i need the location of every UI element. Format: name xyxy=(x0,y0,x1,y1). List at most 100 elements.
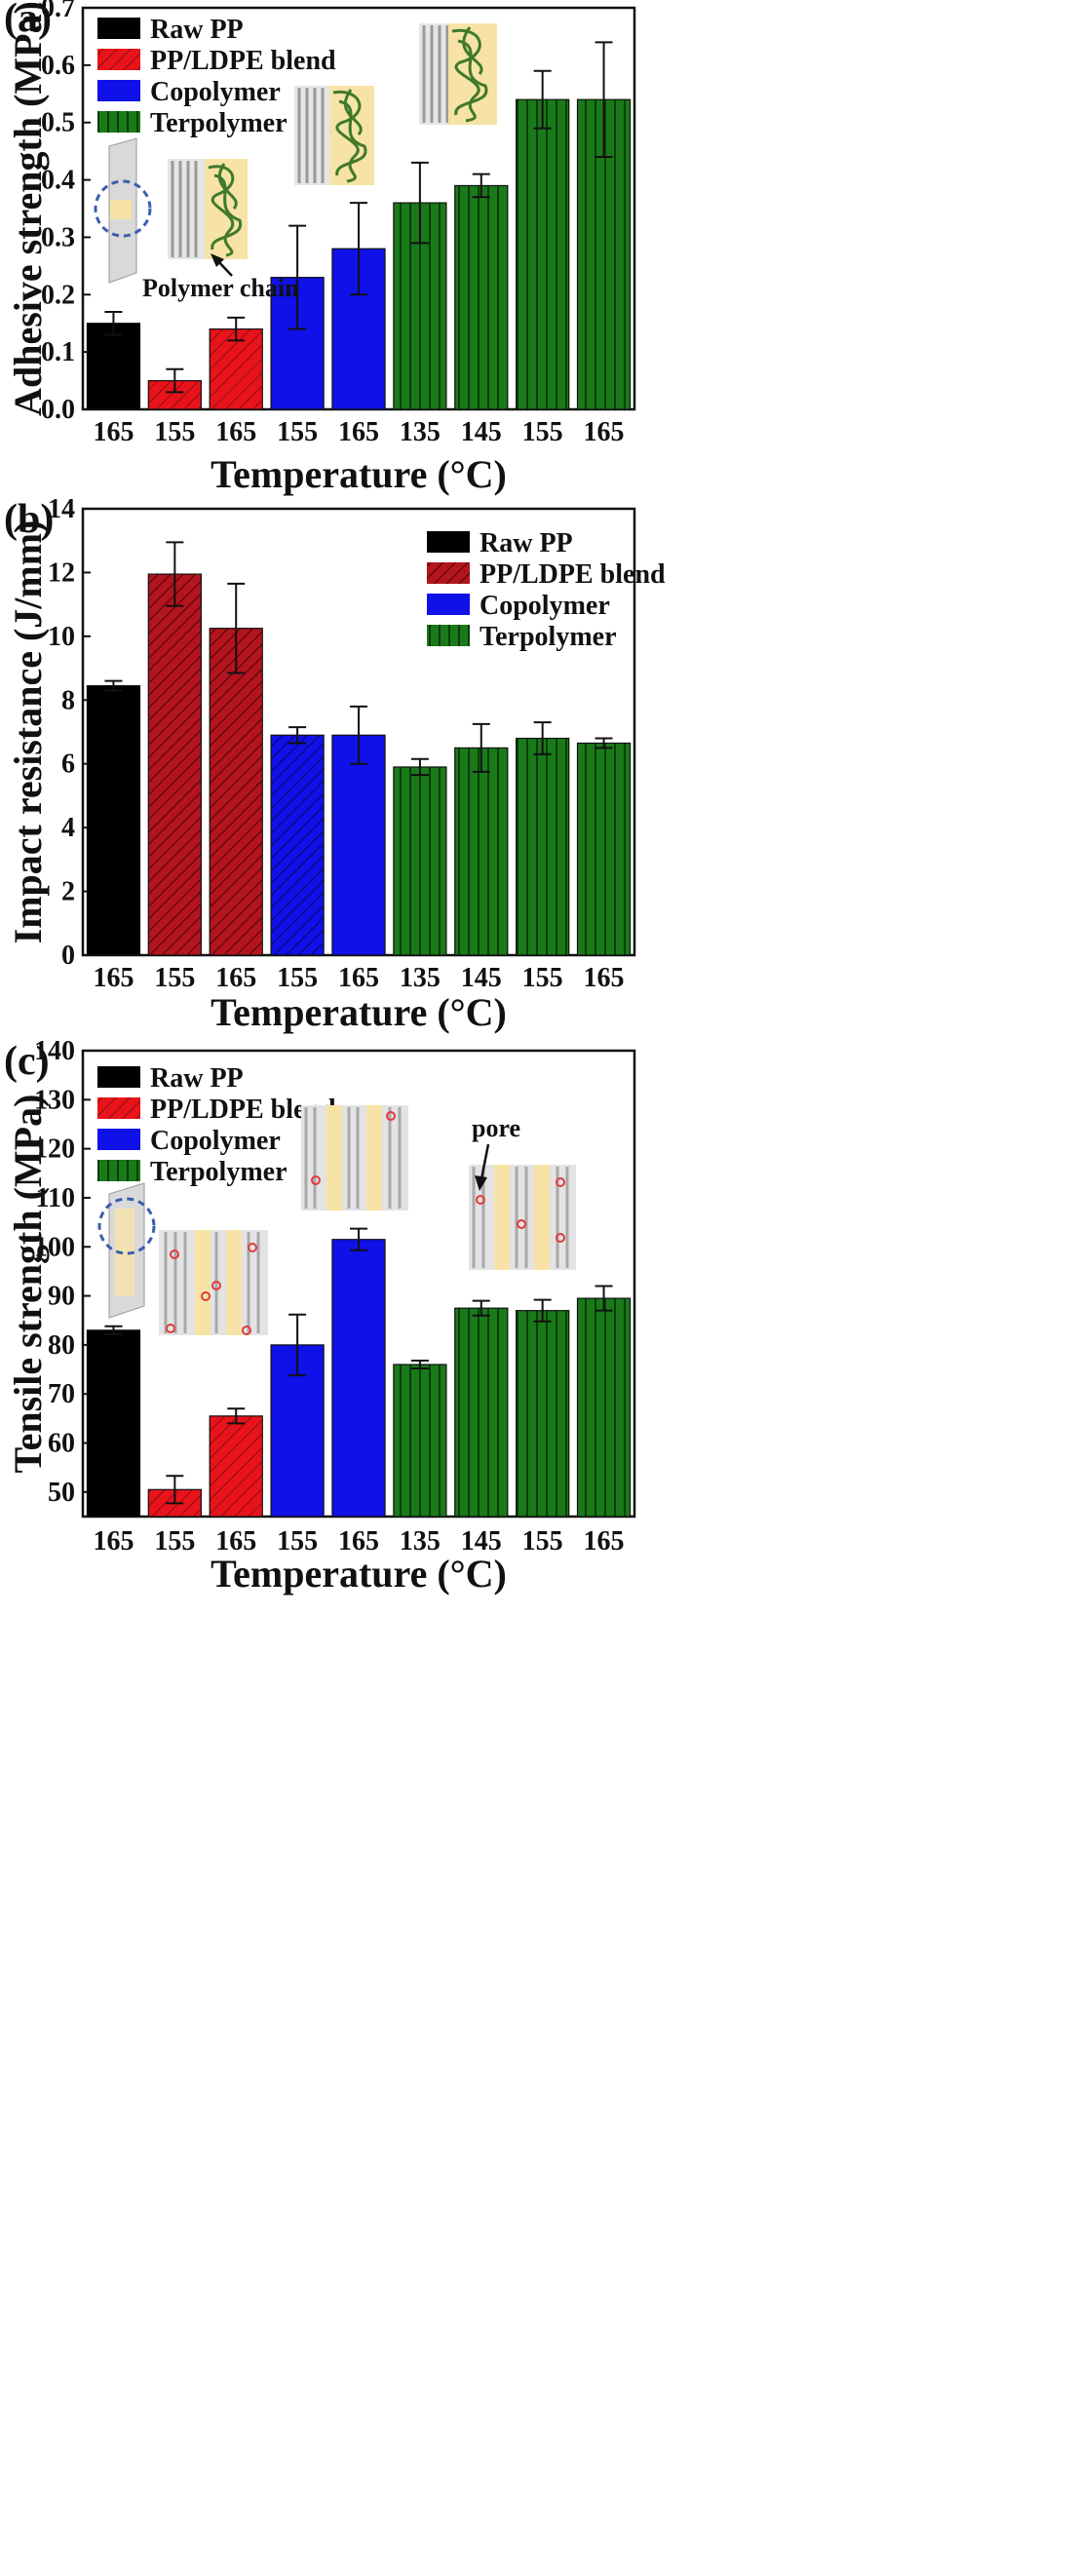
error-bar xyxy=(288,1313,307,1377)
error-bar xyxy=(533,69,552,130)
error-bar xyxy=(350,1227,367,1251)
x-tick-label: 155 xyxy=(522,417,563,447)
legend-swatch-terpolymer xyxy=(427,625,470,646)
x-tick-label: 165 xyxy=(584,963,625,993)
x-tick-label: 155 xyxy=(277,417,318,447)
inset-polymer-chain-1 xyxy=(168,159,248,259)
error-bar xyxy=(166,541,184,607)
x-tick-label: 155 xyxy=(154,417,195,447)
panel-a-legend: Raw PP PP/LDPE blend Copolymer Terpolyme… xyxy=(97,15,336,138)
bar-terpolymer xyxy=(576,742,632,956)
pore-icon xyxy=(242,1326,251,1335)
error-bar xyxy=(595,737,613,750)
bar-terpolymer xyxy=(454,1307,509,1518)
error-bar xyxy=(472,173,490,199)
legend-label-raw: Raw PP xyxy=(150,15,244,45)
pore-arrow-icon xyxy=(475,1143,490,1191)
panel-c-bars xyxy=(86,1227,632,1518)
panel-b-legend: Raw PP PP/LDPE blend Copolymer Terpolyme… xyxy=(427,528,666,652)
inset-pores-3 xyxy=(469,1165,576,1270)
legend-label-terpolymer: Terpolymer xyxy=(150,108,288,138)
error-bar xyxy=(410,1359,429,1370)
error-bar xyxy=(472,1299,490,1317)
x-tick-label: 135 xyxy=(400,417,441,447)
pore-icon xyxy=(556,1233,565,1243)
error-bar xyxy=(595,1285,613,1312)
legend-label-terpolymer: Terpolymer xyxy=(150,1157,288,1187)
bar-blend xyxy=(147,573,202,956)
bar-terpolymer xyxy=(454,747,509,956)
error-bar xyxy=(227,582,246,674)
x-tick-label: 165 xyxy=(584,1526,625,1557)
polymer-chain-label: Polymer chain xyxy=(142,274,299,302)
panel-a-label: (a) xyxy=(4,0,52,41)
legend-label-copolymer: Copolymer xyxy=(150,1126,281,1156)
y-tick-label: 80 xyxy=(48,1330,75,1361)
pore-icon xyxy=(386,1111,396,1121)
error-bar xyxy=(166,367,184,394)
x-tick-label: 165 xyxy=(338,1526,379,1557)
error-bar xyxy=(595,41,613,159)
bar-terpolymer xyxy=(516,1310,570,1518)
error-bar xyxy=(410,161,429,245)
bar-blend xyxy=(209,1415,263,1518)
y-tick-label: 70 xyxy=(48,1379,75,1409)
x-tick-label: 165 xyxy=(93,1526,134,1557)
panel-c-axes: 50 60 70 80 90 100 110 120 130 140 165 155 165 155 165… xyxy=(34,1036,625,1557)
panel-c: (c) Tensile strength (MPa) Temperature (… xyxy=(4,1036,636,1596)
pore-icon xyxy=(311,1175,321,1185)
y-tick-label: 90 xyxy=(48,1282,75,1312)
polymer-chain-arrow-icon xyxy=(211,253,233,277)
panel-a-ylabel: Adhesive strength (MPa) xyxy=(6,1,50,416)
error-bar xyxy=(533,1298,552,1323)
pore-label: pore xyxy=(472,1114,520,1142)
legend-label-raw: Raw PP xyxy=(150,1063,244,1094)
error-bar xyxy=(350,202,367,296)
y-tick-label: 2 xyxy=(61,877,75,907)
x-tick-label: 165 xyxy=(93,417,134,447)
legend-swatch-terpolymer xyxy=(97,1160,140,1181)
error-bar xyxy=(350,705,367,765)
highlight-circle-icon xyxy=(97,1197,156,1255)
panel-a-axes: 0.0 0.1 0.2 0.3 0.4 0.5 0.6 0.7 165 155 165 155 165 1… xyxy=(41,0,625,447)
y-tick-label: 0.1 xyxy=(41,337,75,367)
x-tick-label: 145 xyxy=(461,963,502,993)
y-tick-label: 60 xyxy=(48,1429,75,1459)
legend-swatch-copolymer xyxy=(97,1129,140,1150)
bar-copolymer xyxy=(331,734,386,956)
x-tick-label: 165 xyxy=(215,963,256,993)
y-tick-label: 4 xyxy=(61,813,75,843)
y-tick-label: 0.7 xyxy=(41,0,75,23)
inset-lap-joint xyxy=(94,137,152,284)
bar-terpolymer xyxy=(516,98,570,410)
legend-label-raw: Raw PP xyxy=(479,528,573,558)
y-tick-label: 0.5 xyxy=(41,108,75,138)
panel-b-ylabel: Impact resistance (J/mm) xyxy=(6,520,50,944)
pore-icon xyxy=(517,1219,526,1229)
legend-label-terpolymer: Terpolymer xyxy=(479,622,617,652)
pore-icon xyxy=(248,1243,257,1252)
legend-swatch-raw xyxy=(97,1066,140,1088)
error-bar xyxy=(227,1407,246,1425)
bar-terpolymer xyxy=(393,1364,447,1518)
x-tick-label: 165 xyxy=(215,1526,256,1557)
legend-label-copolymer: Copolymer xyxy=(479,591,610,621)
legend-swatch-copolymer xyxy=(97,80,140,101)
inset-pores-2 xyxy=(301,1105,408,1211)
y-tick-label: 100 xyxy=(34,1232,75,1262)
error-bar xyxy=(472,722,490,773)
inset-polymer-chain-2 xyxy=(294,86,374,185)
y-tick-label: 130 xyxy=(34,1085,75,1115)
pore-icon xyxy=(201,1291,211,1301)
y-tick-label: 10 xyxy=(48,622,75,652)
y-tick-label: 0.4 xyxy=(41,166,75,196)
bar-terpolymer xyxy=(576,1297,632,1518)
pore-icon xyxy=(556,1177,565,1187)
legend-swatch-terpolymer xyxy=(97,111,140,133)
panel-b-bars xyxy=(86,541,632,956)
x-tick-label: 165 xyxy=(338,417,379,447)
legend-swatch-copolymer xyxy=(427,594,470,615)
x-tick-label: 165 xyxy=(584,417,625,447)
x-tick-label: 155 xyxy=(277,1526,318,1557)
